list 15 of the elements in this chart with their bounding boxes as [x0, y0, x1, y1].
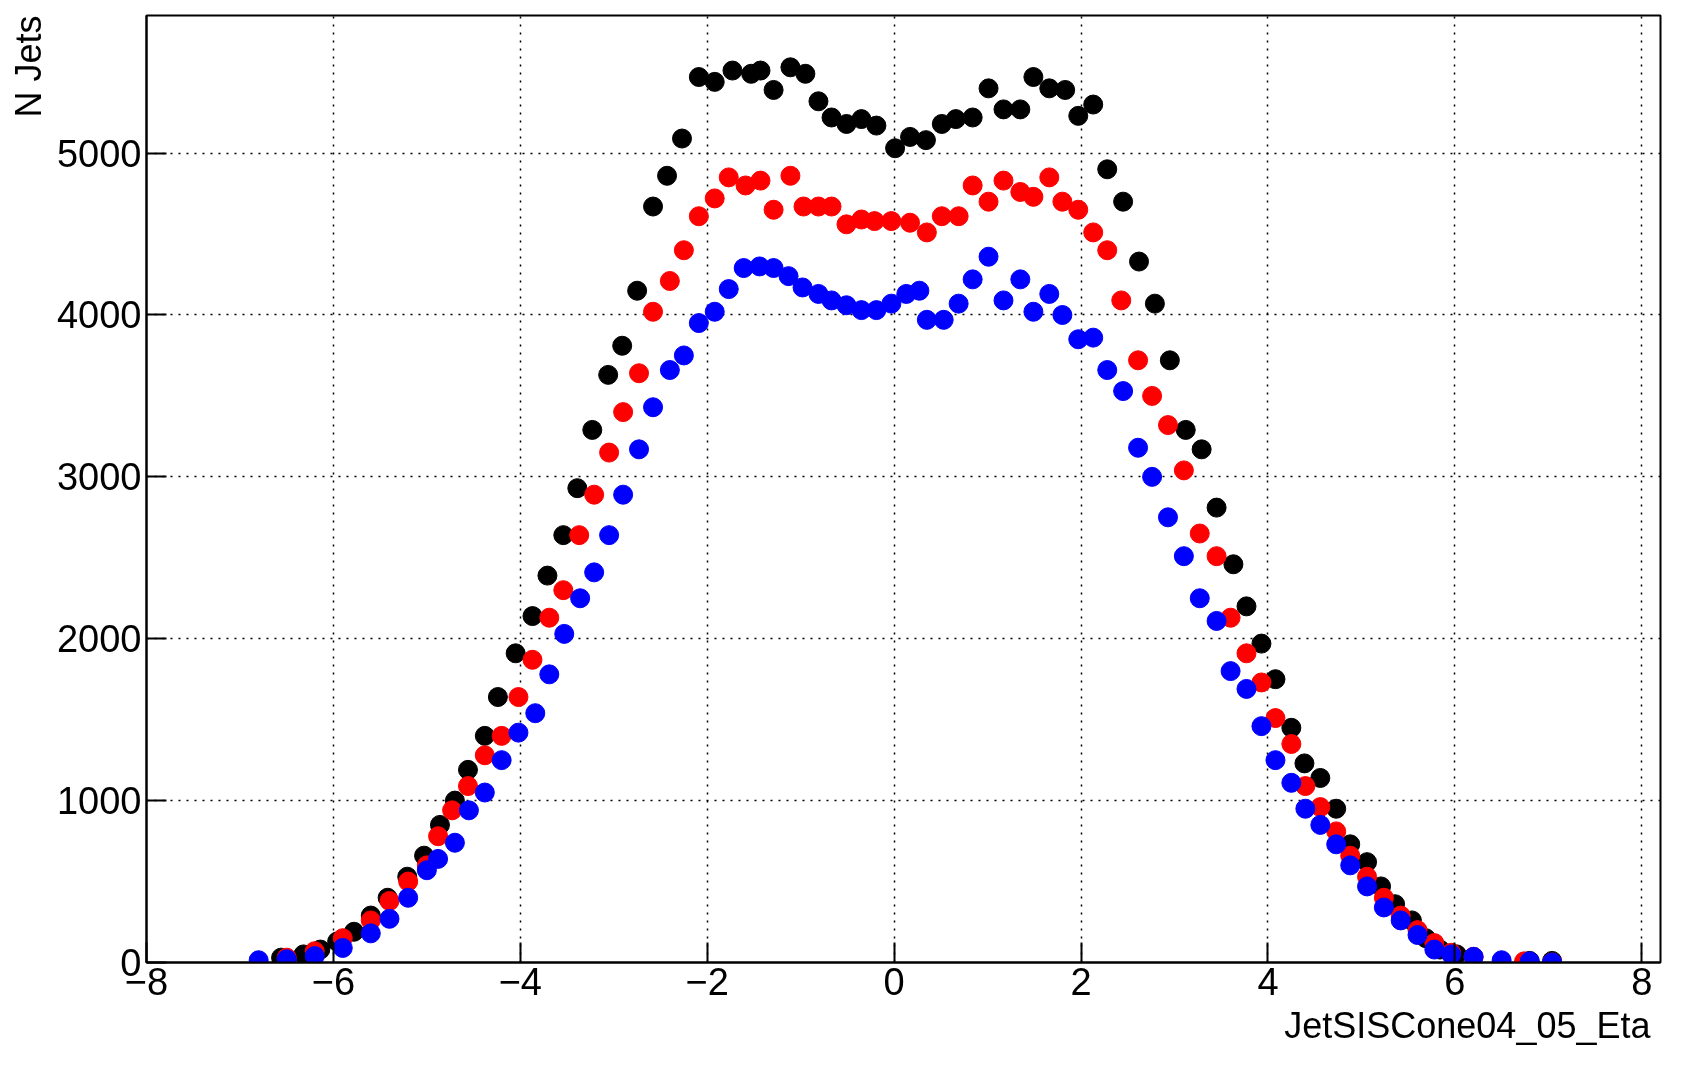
y-tick-label: 1000: [56, 780, 142, 823]
x-tick-label: 8: [1631, 960, 1653, 1003]
x-tick-label: −6: [311, 960, 356, 1003]
y-tick-label: 3000: [56, 456, 142, 499]
x-tick-label: −2: [685, 960, 729, 1003]
y-tick-label: 4000: [56, 294, 142, 337]
x-tick-label: 6: [1444, 960, 1466, 1003]
x-axis-title: JetSISCone04_05_Eta: [1284, 1004, 1652, 1046]
y-tick-label: 2000: [56, 618, 142, 661]
x-tick-label: 0: [883, 960, 905, 1003]
x-tick-label: 2: [1070, 960, 1092, 1003]
y-tick-label: 5000: [56, 132, 142, 175]
x-tick-label: 4: [1257, 960, 1279, 1003]
x-tick-label: −4: [498, 960, 542, 1003]
y-axis-title: N Jets: [7, 15, 49, 118]
